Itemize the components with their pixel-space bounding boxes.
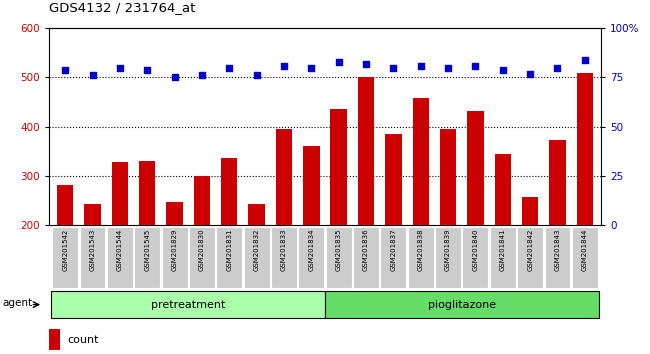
FancyBboxPatch shape: [135, 227, 160, 288]
Bar: [57, 185, 73, 225]
Point: [87, 73, 98, 78]
Bar: [385, 134, 402, 225]
Point: [552, 65, 563, 70]
FancyBboxPatch shape: [517, 227, 543, 288]
Text: pioglitazone: pioglitazone: [428, 299, 496, 310]
FancyBboxPatch shape: [244, 227, 270, 288]
Bar: [440, 129, 456, 225]
FancyBboxPatch shape: [298, 227, 324, 288]
Bar: [194, 176, 210, 225]
Point: [252, 73, 262, 78]
Bar: [276, 129, 292, 225]
Point: [580, 57, 590, 63]
Point: [443, 65, 453, 70]
Text: GSM201843: GSM201843: [554, 228, 560, 271]
Point: [388, 65, 398, 70]
Point: [197, 73, 207, 78]
FancyBboxPatch shape: [271, 227, 297, 288]
FancyBboxPatch shape: [79, 227, 105, 288]
Text: GSM201837: GSM201837: [391, 228, 396, 271]
Point: [498, 67, 508, 73]
Bar: [522, 197, 538, 225]
Bar: [467, 111, 484, 225]
FancyBboxPatch shape: [326, 227, 352, 288]
Bar: [112, 162, 128, 225]
Text: agent: agent: [3, 298, 33, 308]
FancyBboxPatch shape: [52, 227, 78, 288]
Text: pretreatment: pretreatment: [151, 299, 226, 310]
Bar: [303, 146, 320, 225]
FancyBboxPatch shape: [216, 227, 242, 288]
FancyBboxPatch shape: [435, 227, 461, 288]
FancyBboxPatch shape: [490, 227, 515, 288]
Text: GSM201831: GSM201831: [226, 228, 232, 271]
Text: GSM201833: GSM201833: [281, 228, 287, 271]
Text: GSM201829: GSM201829: [172, 228, 177, 271]
Text: GSM201836: GSM201836: [363, 228, 369, 271]
Bar: [139, 161, 155, 225]
Point: [60, 67, 70, 73]
Point: [470, 63, 480, 68]
Text: GSM201545: GSM201545: [144, 228, 150, 271]
Text: GSM201834: GSM201834: [308, 228, 315, 271]
Point: [114, 65, 125, 70]
Point: [361, 61, 371, 67]
FancyBboxPatch shape: [107, 227, 133, 288]
Bar: [166, 202, 183, 225]
Point: [170, 75, 180, 80]
Bar: [248, 204, 265, 225]
Text: GSM201544: GSM201544: [117, 228, 123, 271]
FancyBboxPatch shape: [189, 227, 215, 288]
Text: count: count: [67, 335, 99, 345]
Bar: [549, 140, 566, 225]
Bar: [413, 98, 429, 225]
Point: [306, 65, 317, 70]
Text: GSM201839: GSM201839: [445, 228, 451, 271]
Bar: [84, 204, 101, 225]
FancyBboxPatch shape: [162, 227, 188, 288]
Text: GSM201840: GSM201840: [473, 228, 478, 271]
FancyBboxPatch shape: [462, 227, 488, 288]
Point: [415, 63, 426, 68]
Text: GSM201838: GSM201838: [418, 228, 424, 271]
Point: [142, 67, 152, 73]
Bar: [49, 329, 60, 350]
Text: GDS4132 / 231764_at: GDS4132 / 231764_at: [49, 1, 195, 14]
FancyBboxPatch shape: [545, 227, 571, 288]
Bar: [577, 73, 593, 225]
FancyBboxPatch shape: [380, 227, 406, 288]
FancyBboxPatch shape: [572, 227, 598, 288]
Point: [333, 59, 344, 64]
Text: GSM201830: GSM201830: [199, 228, 205, 271]
FancyBboxPatch shape: [408, 227, 434, 288]
Bar: [330, 109, 347, 225]
Text: GSM201542: GSM201542: [62, 228, 68, 271]
Bar: [495, 154, 511, 225]
FancyBboxPatch shape: [353, 227, 379, 288]
Text: GSM201832: GSM201832: [254, 228, 259, 271]
Text: GSM201841: GSM201841: [500, 228, 506, 271]
FancyBboxPatch shape: [51, 291, 325, 319]
FancyBboxPatch shape: [325, 291, 599, 319]
Point: [279, 63, 289, 68]
Text: GSM201543: GSM201543: [90, 228, 96, 271]
Point: [224, 65, 235, 70]
Text: GSM201835: GSM201835: [335, 228, 342, 271]
Text: GSM201844: GSM201844: [582, 228, 588, 271]
Point: [525, 71, 536, 76]
Bar: [221, 158, 237, 225]
Text: GSM201842: GSM201842: [527, 228, 533, 271]
Bar: [358, 78, 374, 225]
